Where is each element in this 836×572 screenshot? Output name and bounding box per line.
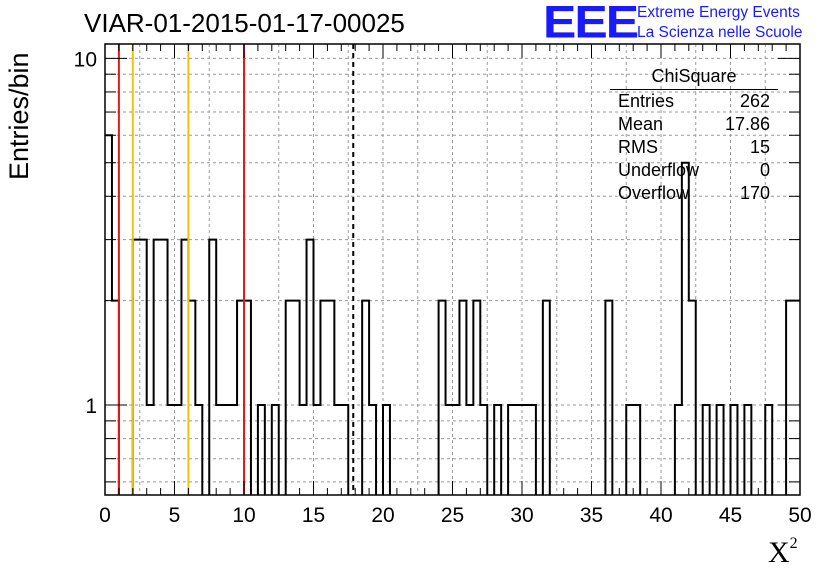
x-axis-label: X2 xyxy=(768,535,798,570)
x-tick-label: 35 xyxy=(580,504,603,527)
stats-box: ChiSquare Entries 262 Mean 17.86 RMS 15 … xyxy=(610,66,778,205)
x-axis-label-exponent: 2 xyxy=(789,535,798,552)
stats-value: 17.86 xyxy=(724,114,770,134)
chart-title: VIAR-01-2015-01-17-00025 xyxy=(84,8,405,38)
x-tick-label: 50 xyxy=(788,504,811,527)
y-tick-label: 10 xyxy=(74,48,97,71)
stats-row-underflow: Underflow 0 xyxy=(610,159,778,182)
x-tick-label: 45 xyxy=(719,504,742,527)
logo-line-2: La Scienza nelle Scuole xyxy=(637,24,803,41)
logo-line-1: Extreme Energy Events xyxy=(637,4,800,21)
stats-row-entries: Entries 262 xyxy=(610,90,778,113)
x-tick-label: 15 xyxy=(302,504,325,527)
x-axis-label-base: X xyxy=(768,536,790,569)
x-tick-label: 0 xyxy=(99,504,111,527)
x-tick-label: 40 xyxy=(649,504,672,527)
stats-row-overflow: Overflow 170 xyxy=(610,182,778,205)
stats-value: 0 xyxy=(759,160,770,180)
stats-value: 262 xyxy=(739,91,770,111)
stats-value: 15 xyxy=(749,137,770,157)
stats-title: ChiSquare xyxy=(610,66,778,90)
eee-logo-mark: EEE xyxy=(543,0,639,48)
stats-label: RMS xyxy=(618,137,658,157)
x-tick-label: 20 xyxy=(371,504,394,527)
stats-value: 170 xyxy=(739,183,770,203)
stats-row-mean: Mean 17.86 xyxy=(610,113,778,136)
stats-label: Overflow xyxy=(618,183,690,203)
stats-label: Mean xyxy=(618,114,664,134)
histogram-outline xyxy=(105,134,800,495)
x-tick-label: 30 xyxy=(510,504,533,527)
stats-label: Entries xyxy=(618,91,675,111)
x-tick-label: 25 xyxy=(441,504,464,527)
x-tick-label: 5 xyxy=(169,504,181,527)
stats-row-rms: RMS 15 xyxy=(610,136,778,159)
stats-label: Underflow xyxy=(618,160,700,180)
x-tick-label: 10 xyxy=(232,504,255,527)
y-axis-label: Entries/bin xyxy=(4,52,34,180)
y-tick-label: 1 xyxy=(85,395,97,418)
